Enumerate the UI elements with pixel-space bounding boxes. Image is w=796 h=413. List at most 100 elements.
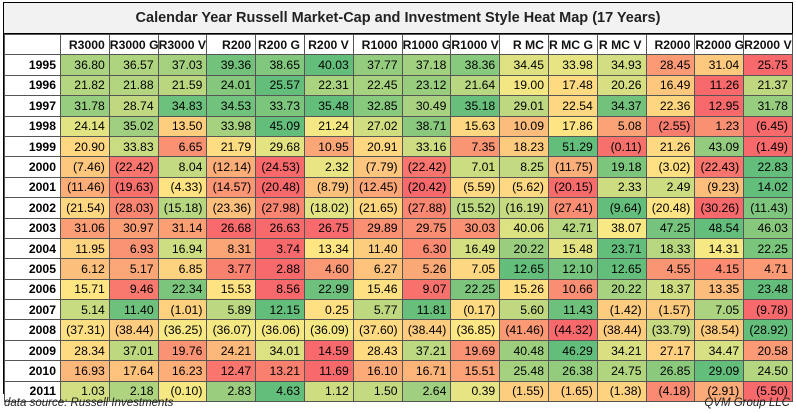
heatmap-cell: (6.45) bbox=[743, 115, 793, 137]
heatmap-cell: 48.54 bbox=[694, 217, 745, 239]
heatmap-cell: 20.90 bbox=[60, 135, 110, 158]
heatmap-cell: 8.04 bbox=[157, 156, 208, 178]
column-header: R1000 bbox=[352, 33, 403, 56]
heatmap-cell: 26.75 bbox=[303, 217, 354, 239]
heatmap-cell: 33.83 bbox=[108, 135, 159, 158]
heatmap-cell: 19.18 bbox=[596, 156, 647, 178]
heatmap-cell: 7.05 bbox=[694, 299, 745, 321]
heatmap-cell: 6.27 bbox=[352, 258, 403, 280]
heatmap-cell: (7.79) bbox=[352, 156, 403, 178]
heatmap-cell: 12.10 bbox=[547, 258, 598, 280]
heatmap-cell: (11.43) bbox=[743, 197, 793, 219]
heatmap-cell: (33.79) bbox=[645, 319, 696, 341]
heatmap-cell: (20.15) bbox=[547, 176, 598, 199]
year-label: 2007 bbox=[4, 299, 61, 321]
year-label: 2001 bbox=[4, 176, 61, 199]
heatmap-cell: (12.45) bbox=[352, 176, 403, 199]
heatmap-cell: 45.09 bbox=[255, 115, 305, 137]
heatmap-cell: (38.44) bbox=[596, 319, 647, 341]
year-label: 2000 bbox=[4, 156, 61, 178]
year-label: 2004 bbox=[4, 237, 61, 260]
heatmap-cell: (15.18) bbox=[157, 197, 208, 219]
heatmap-cell: 21.26 bbox=[645, 135, 696, 158]
heatmap-cell: 33.73 bbox=[255, 95, 305, 117]
table-row: 1995 36.80 36.57 37.03 39.36 38.65 40.03 37.77 3… bbox=[4, 54, 793, 76]
table-row: 2010 16.93 17.64 16.23 12.47 13.21 11.69 16.10 1… bbox=[4, 360, 793, 382]
heatmap-cell: 33.98 bbox=[206, 115, 257, 137]
heatmap-cell: 2.33 bbox=[596, 176, 647, 199]
heatmap-cell: 29.09 bbox=[694, 360, 745, 382]
heatmap-cell: 36.80 bbox=[60, 54, 110, 76]
heatmap-cell: 25.57 bbox=[255, 74, 305, 97]
heatmap-cell: 11.95 bbox=[60, 237, 110, 260]
year-label: 2008 bbox=[4, 319, 61, 341]
column-header: R200 G bbox=[255, 33, 305, 56]
heatmap-cell: (24.53) bbox=[255, 156, 305, 178]
column-header: R2000 G bbox=[694, 33, 745, 56]
heatmap-cell: 13.50 bbox=[157, 115, 208, 137]
heatmap-cell: (22.42) bbox=[108, 156, 159, 178]
heatmap-cell: (37.60) bbox=[352, 319, 403, 341]
heatmap-cell: 31.78 bbox=[60, 95, 110, 117]
heatmap-cell: (38.54) bbox=[694, 319, 745, 341]
heatmap-cell: 11.43 bbox=[547, 299, 598, 321]
heatmap-cell: 2.49 bbox=[645, 176, 696, 199]
heatmap-cell: (23.36) bbox=[206, 197, 257, 219]
year-label: 1998 bbox=[4, 115, 61, 137]
heatmap-cell: 27.02 bbox=[352, 115, 403, 137]
heatmap-cell: 4.55 bbox=[645, 258, 696, 280]
chart-title: Calendar Year Russell Market-Cap and Inv… bbox=[4, 3, 792, 34]
heatmap-cell: 8.25 bbox=[499, 156, 549, 178]
heatmap-cell: 5.14 bbox=[60, 299, 110, 321]
column-header: R1000 V bbox=[450, 33, 501, 56]
heatmap-cell: 35.18 bbox=[450, 95, 501, 117]
heatmap-cell: (38.44) bbox=[108, 319, 159, 341]
heatmap-cell: (21.54) bbox=[60, 197, 110, 219]
heatmap-cell: 18.37 bbox=[645, 278, 696, 301]
heatmap-cell: 5.08 bbox=[596, 115, 647, 137]
heatmap-cell: (30.26) bbox=[694, 197, 745, 219]
table-row: 1999 20.90 33.83 6.65 21.79 29.68 10.95 20.91 33… bbox=[4, 135, 793, 158]
heatmap-cell: 16.23 bbox=[157, 360, 208, 382]
heatmap-cell: (22.43) bbox=[694, 156, 745, 178]
heatmap-cell: 51.29 bbox=[547, 135, 598, 158]
heatmap-cell: 34.37 bbox=[596, 95, 647, 117]
heatmap-cell: (27.98) bbox=[255, 197, 305, 219]
corner-cell bbox=[4, 33, 61, 56]
table-row: 2005 6.12 5.17 6.85 3.77 2.88 4.60 6.27 5.26 7.05… bbox=[4, 258, 793, 280]
heatmap-cell: (27.88) bbox=[401, 197, 452, 219]
heatmap-cell: 5.26 bbox=[401, 258, 452, 280]
heatmap-cell: (16.19) bbox=[499, 197, 549, 219]
heatmap-cell: (9.23) bbox=[694, 176, 745, 199]
heatmap-cell: (2.55) bbox=[645, 115, 696, 137]
table-row: 1997 31.78 28.74 34.83 34.53 33.73 35.48 32.85 3… bbox=[4, 95, 793, 117]
heatmap-cell: 34.83 bbox=[157, 95, 208, 117]
heatmap-cell: 38.07 bbox=[596, 217, 647, 239]
heatmap-cell: 21.24 bbox=[303, 115, 354, 137]
heatmap-cell: (4.33) bbox=[157, 176, 208, 199]
heatmap-cell: 28.43 bbox=[352, 339, 403, 362]
heatmap-cell: 20.91 bbox=[352, 135, 403, 158]
column-header: R3000 V bbox=[157, 33, 208, 56]
heatmap-cell: 43.09 bbox=[694, 135, 745, 158]
heatmap-cell: 6.12 bbox=[60, 258, 110, 280]
heatmap-cell: 23.71 bbox=[596, 237, 647, 260]
heatmap-cell: 31.14 bbox=[157, 217, 208, 239]
heatmap-cell: 14.59 bbox=[303, 339, 354, 362]
heatmap-cell: 6.93 bbox=[108, 237, 159, 260]
heatmap-cell: 2.18 bbox=[108, 380, 159, 403]
year-label: 2011 bbox=[4, 380, 61, 403]
heatmap-cell: 13.35 bbox=[694, 278, 745, 301]
year-label: 1997 bbox=[4, 95, 61, 117]
heatmap-cell: 10.95 bbox=[303, 135, 354, 158]
heatmap-cell: 40.06 bbox=[499, 217, 549, 239]
heatmap-cell: 5.17 bbox=[108, 258, 159, 280]
heatmap-cell: 16.94 bbox=[157, 237, 208, 260]
heatmap-cell: 26.68 bbox=[206, 217, 257, 239]
heatmap-cell: 2.88 bbox=[255, 258, 305, 280]
heatmap-cell: 22.25 bbox=[450, 278, 501, 301]
heatmap-cell: 37.18 bbox=[401, 54, 452, 76]
heatmap-cell: 10.09 bbox=[499, 115, 549, 137]
heatmap-cell: 15.46 bbox=[352, 278, 403, 301]
table-row: 1996 21.82 21.88 21.59 24.01 25.57 22.31 22.45 2… bbox=[4, 74, 793, 97]
